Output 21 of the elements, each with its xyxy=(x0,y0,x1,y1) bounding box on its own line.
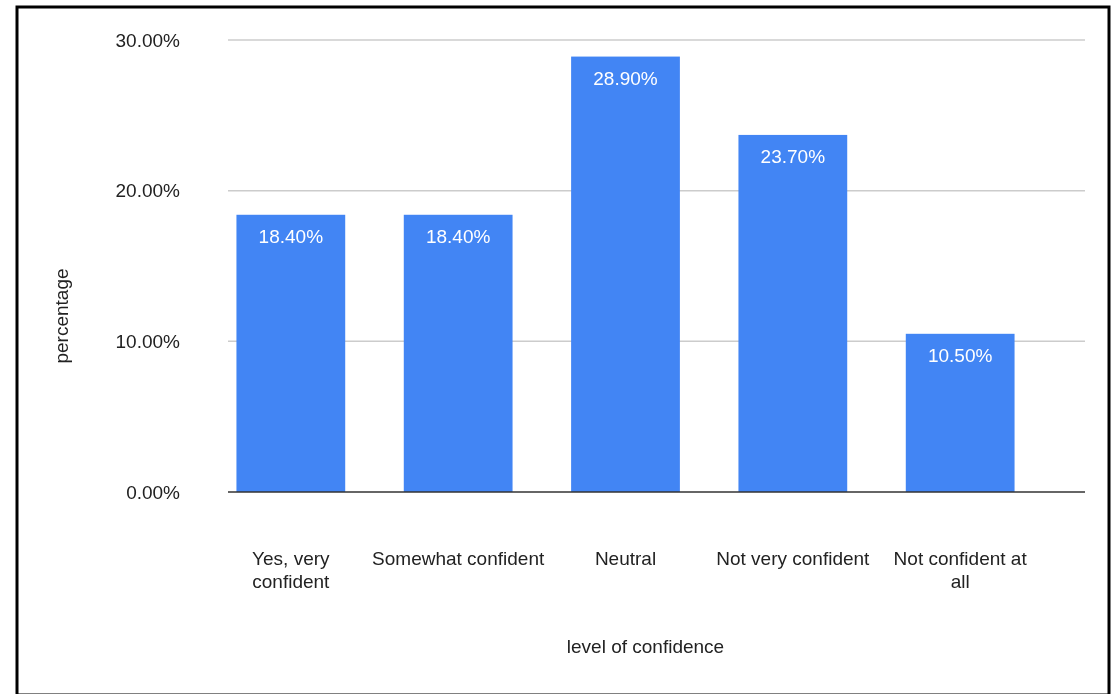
x-tick-label: Not confident at all xyxy=(893,548,1028,592)
data-label: 28.90% xyxy=(593,67,658,89)
bar xyxy=(403,214,513,492)
x-tick-label: Not very confident xyxy=(716,548,871,569)
x-tick-label: Somewhat confident xyxy=(372,548,545,569)
data-label: 23.70% xyxy=(760,145,826,167)
bar xyxy=(236,214,346,492)
y-tick-label: 20.00% xyxy=(115,180,181,202)
y-axis-title: percentage xyxy=(51,268,72,364)
x-axis-title: level of confidence xyxy=(566,636,725,657)
data-label: 18.40% xyxy=(425,225,491,247)
y-tick-label: 10.00% xyxy=(115,330,181,352)
data-label: 18.40% xyxy=(258,225,324,247)
bar xyxy=(571,56,680,492)
x-tick-label: Neutral xyxy=(594,548,657,569)
bar xyxy=(738,134,848,492)
bar xyxy=(905,333,1015,492)
y-tick-label: 30.00% xyxy=(115,29,181,51)
x-tick-label: Yes, very confident xyxy=(252,548,331,592)
y-tick-label: 0.00% xyxy=(126,481,181,503)
data-label: 10.50% xyxy=(927,344,993,366)
